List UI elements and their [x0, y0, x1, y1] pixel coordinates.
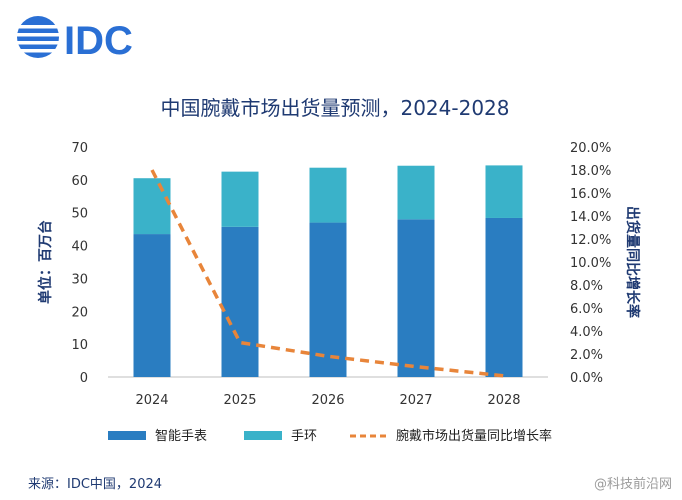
bar-band	[485, 165, 523, 218]
legend-label-smartwatch: 智能手表	[155, 429, 207, 444]
y-tick-label: 70	[71, 141, 88, 156]
y-tick-label: 30	[71, 272, 88, 287]
y-axis-left: 0 10 20 30 40 50 60 70	[71, 141, 88, 386]
y-tick-label: 0	[80, 371, 88, 386]
y-tick-label: 20	[71, 305, 88, 320]
globe-icon	[17, 16, 59, 58]
chart-title: 中国腕戴市场出货量预测，2024-2028	[160, 96, 509, 120]
legend-label-band: 手环	[291, 429, 317, 444]
logo-text: IDC	[64, 19, 133, 62]
x-tick-label: 2027	[399, 393, 432, 408]
y2-tick-label: 16.0%	[570, 187, 611, 202]
watermark: @科技前沿网	[594, 476, 672, 492]
y2-tick-label: 20.0%	[570, 141, 611, 156]
y-tick-label: 60	[71, 174, 88, 189]
bar-band	[309, 167, 347, 223]
legend-label-growth: 腕戴市场出货量同比增长率	[396, 428, 552, 444]
bar-band	[397, 165, 435, 220]
bars	[133, 165, 523, 377]
y2-tick-label: 10.0%	[570, 256, 611, 271]
x-tick-label: 2026	[311, 393, 344, 408]
y2-tick-label: 12.0%	[570, 233, 611, 248]
y2-tick-label: 18.0%	[570, 164, 611, 179]
bar-smartwatch	[485, 217, 523, 377]
y2-tick-label: 2.0%	[570, 348, 603, 363]
bar-smartwatch	[133, 234, 171, 377]
bar-band	[221, 171, 259, 227]
bar-smartwatch	[309, 222, 347, 377]
x-tick-label: 2025	[223, 393, 256, 408]
legend-swatch-band	[244, 431, 282, 440]
y2-tick-label: 4.0%	[570, 325, 603, 340]
bar-smartwatch	[397, 219, 435, 377]
x-tick-label: 2028	[487, 393, 520, 408]
y2-tick-label: 0.0%	[570, 371, 603, 386]
y2-tick-label: 14.0%	[570, 210, 611, 225]
y2-axis-label: 出货量同比增长率	[624, 206, 641, 318]
y-axis-label: 单位：百万台	[37, 220, 54, 304]
legend: 智能手表 手环 腕戴市场出货量同比增长率	[108, 428, 552, 444]
source-note: 来源：IDC中国，2024	[28, 477, 162, 492]
legend-swatch-smartwatch	[108, 431, 146, 440]
y-tick-label: 40	[71, 240, 88, 255]
y2-tick-label: 6.0%	[570, 302, 603, 317]
y-tick-label: 10	[71, 338, 88, 353]
y2-tick-label: 8.0%	[570, 279, 603, 294]
y-tick-label: 50	[71, 207, 88, 222]
x-tick-label: 2024	[135, 393, 168, 408]
bar-smartwatch	[221, 226, 259, 377]
x-axis: 2024 2025 2026 2027 2028	[135, 393, 520, 408]
y-axis-right: 0.0% 2.0% 4.0% 6.0% 8.0% 10.0% 12.0% 14.0% 16.0%…	[570, 141, 611, 386]
idc-logo: IDC	[17, 16, 133, 62]
bar-band	[133, 178, 171, 235]
